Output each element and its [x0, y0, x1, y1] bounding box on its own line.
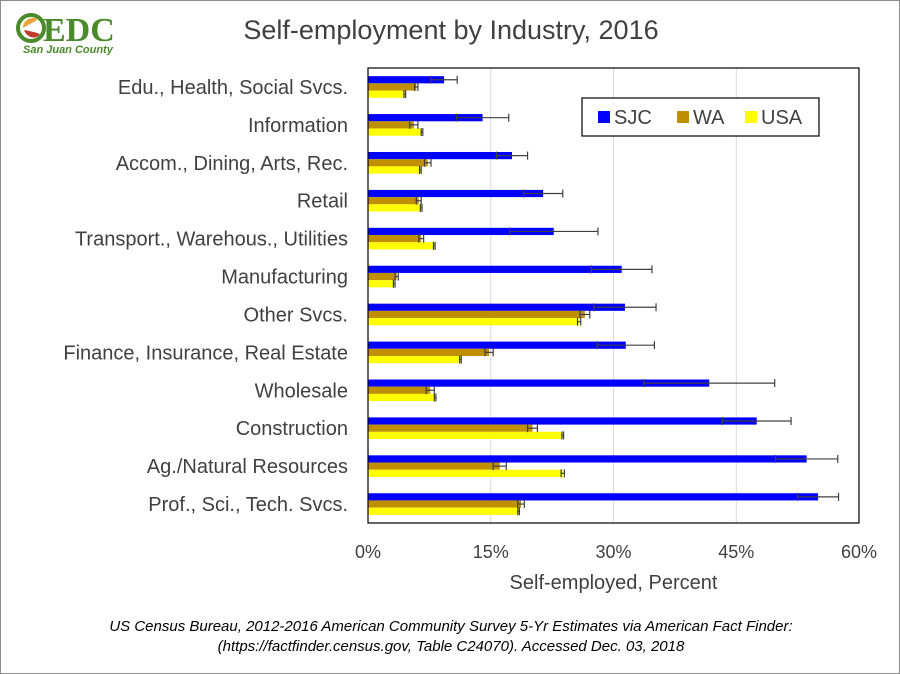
- bar-wa: [368, 462, 500, 470]
- legend-label-sjc: SJC: [614, 107, 652, 129]
- source-note: US Census Bureau, 2012-2016 American Com…: [1, 617, 900, 657]
- x-tick-label: 60%: [841, 542, 877, 562]
- bar-wa: [368, 197, 419, 205]
- bar-sjc: [368, 417, 757, 425]
- bar-wa: [368, 424, 533, 432]
- legend-box: [581, 97, 820, 137]
- bar-usa: [368, 355, 461, 364]
- x-tick-label: 45%: [718, 542, 754, 562]
- bar-sjc: [368, 455, 807, 463]
- legend-label-wa: WA: [693, 107, 725, 129]
- bar-chart: Edu., Health, Social Svcs. Information Acc…: [63, 67, 877, 594]
- legend-swatch-wa: [677, 111, 689, 123]
- x-tick-label: 30%: [595, 542, 631, 562]
- error-bars: [392, 75, 840, 516]
- bar-sjc: [368, 227, 554, 236]
- category-label: Prof., Sci., Tech. Svcs.: [148, 494, 348, 516]
- logo-brand-text: EDC: [43, 12, 115, 49]
- plot-area-frame: [367, 67, 860, 524]
- bar-wa: [368, 159, 428, 167]
- edc-logo-mark: EDC San Juan County: [16, 12, 115, 56]
- grid-lines: [490, 68, 737, 523]
- x-tick-label: 15%: [473, 542, 509, 562]
- bar-sjc: [368, 265, 622, 273]
- bar-usa: [368, 507, 519, 515]
- category-label: Other Svcs.: [244, 304, 348, 326]
- bar-usa: [368, 469, 563, 477]
- source-line-1: US Census Bureau, 2012-2016 American Com…: [109, 618, 793, 635]
- bar-sjc: [368, 76, 445, 84]
- bar-sjc: [368, 114, 483, 122]
- edc-logo: EDC San Juan County: [9, 7, 139, 56]
- bar-sjc: [368, 341, 626, 349]
- bar-wa: [368, 121, 414, 129]
- bar-sjc: [368, 189, 544, 198]
- bar-usa: [368, 128, 423, 136]
- legend-swatch-usa: [745, 111, 757, 123]
- bar-series: [368, 76, 819, 515]
- category-labels: Edu., Health, Social Svcs. Information Acc…: [63, 77, 348, 516]
- bar-usa: [368, 204, 422, 212]
- x-tick-labels: 0% 15% 30% 45% 60%: [355, 542, 877, 562]
- category-label: Retail: [297, 191, 348, 213]
- logo-leaf-orange: [23, 18, 38, 28]
- bar-wa: [368, 272, 397, 281]
- bar-sjc: [368, 379, 710, 387]
- logo-sub-text: San Juan County: [23, 44, 114, 55]
- bar-wa: [368, 310, 585, 319]
- category-label: Ag./Natural Resources: [147, 456, 348, 478]
- bar-wa: [368, 386, 431, 394]
- category-label: Accom., Dining, Arts, Rec.: [116, 153, 348, 175]
- x-tick-label: 0%: [355, 542, 381, 562]
- bar-usa: [368, 431, 563, 440]
- bar-sjc: [368, 151, 513, 160]
- bar-wa: [368, 500, 522, 508]
- logo-leaf-red: [24, 30, 40, 38]
- bar-usa: [368, 166, 421, 174]
- source-line-2: (https://factfinder.census.gov, Table C2…: [217, 638, 685, 655]
- legend-swatch-sjc: [598, 111, 610, 123]
- legend-label-usa: USA: [761, 107, 803, 129]
- category-label: Finance, Insurance, Real Estate: [63, 342, 348, 364]
- category-label: Construction: [236, 418, 348, 440]
- category-label: Manufacturing: [221, 267, 348, 289]
- x-axis-title: Self-employed, Percent: [510, 572, 718, 594]
- legend: SJC WA USA: [581, 97, 820, 137]
- bar-usa: [368, 280, 395, 288]
- bar-wa: [368, 235, 422, 243]
- bar-sjc: [368, 493, 819, 501]
- bar-usa: [368, 318, 580, 326]
- bar-sjc: [368, 303, 625, 311]
- bar-usa: [368, 393, 436, 402]
- category-label: Information: [248, 115, 348, 137]
- chart-title: Self-employment by Industry, 2016: [243, 15, 659, 45]
- bar-wa: [368, 348, 490, 356]
- category-label: Wholesale: [255, 380, 348, 402]
- bar-usa: [368, 90, 405, 98]
- bar-usa: [368, 242, 435, 250]
- bar-wa: [368, 83, 417, 91]
- category-label: Edu., Health, Social Svcs.: [118, 77, 348, 99]
- category-label: Transport., Warehous., Utilities: [75, 229, 348, 251]
